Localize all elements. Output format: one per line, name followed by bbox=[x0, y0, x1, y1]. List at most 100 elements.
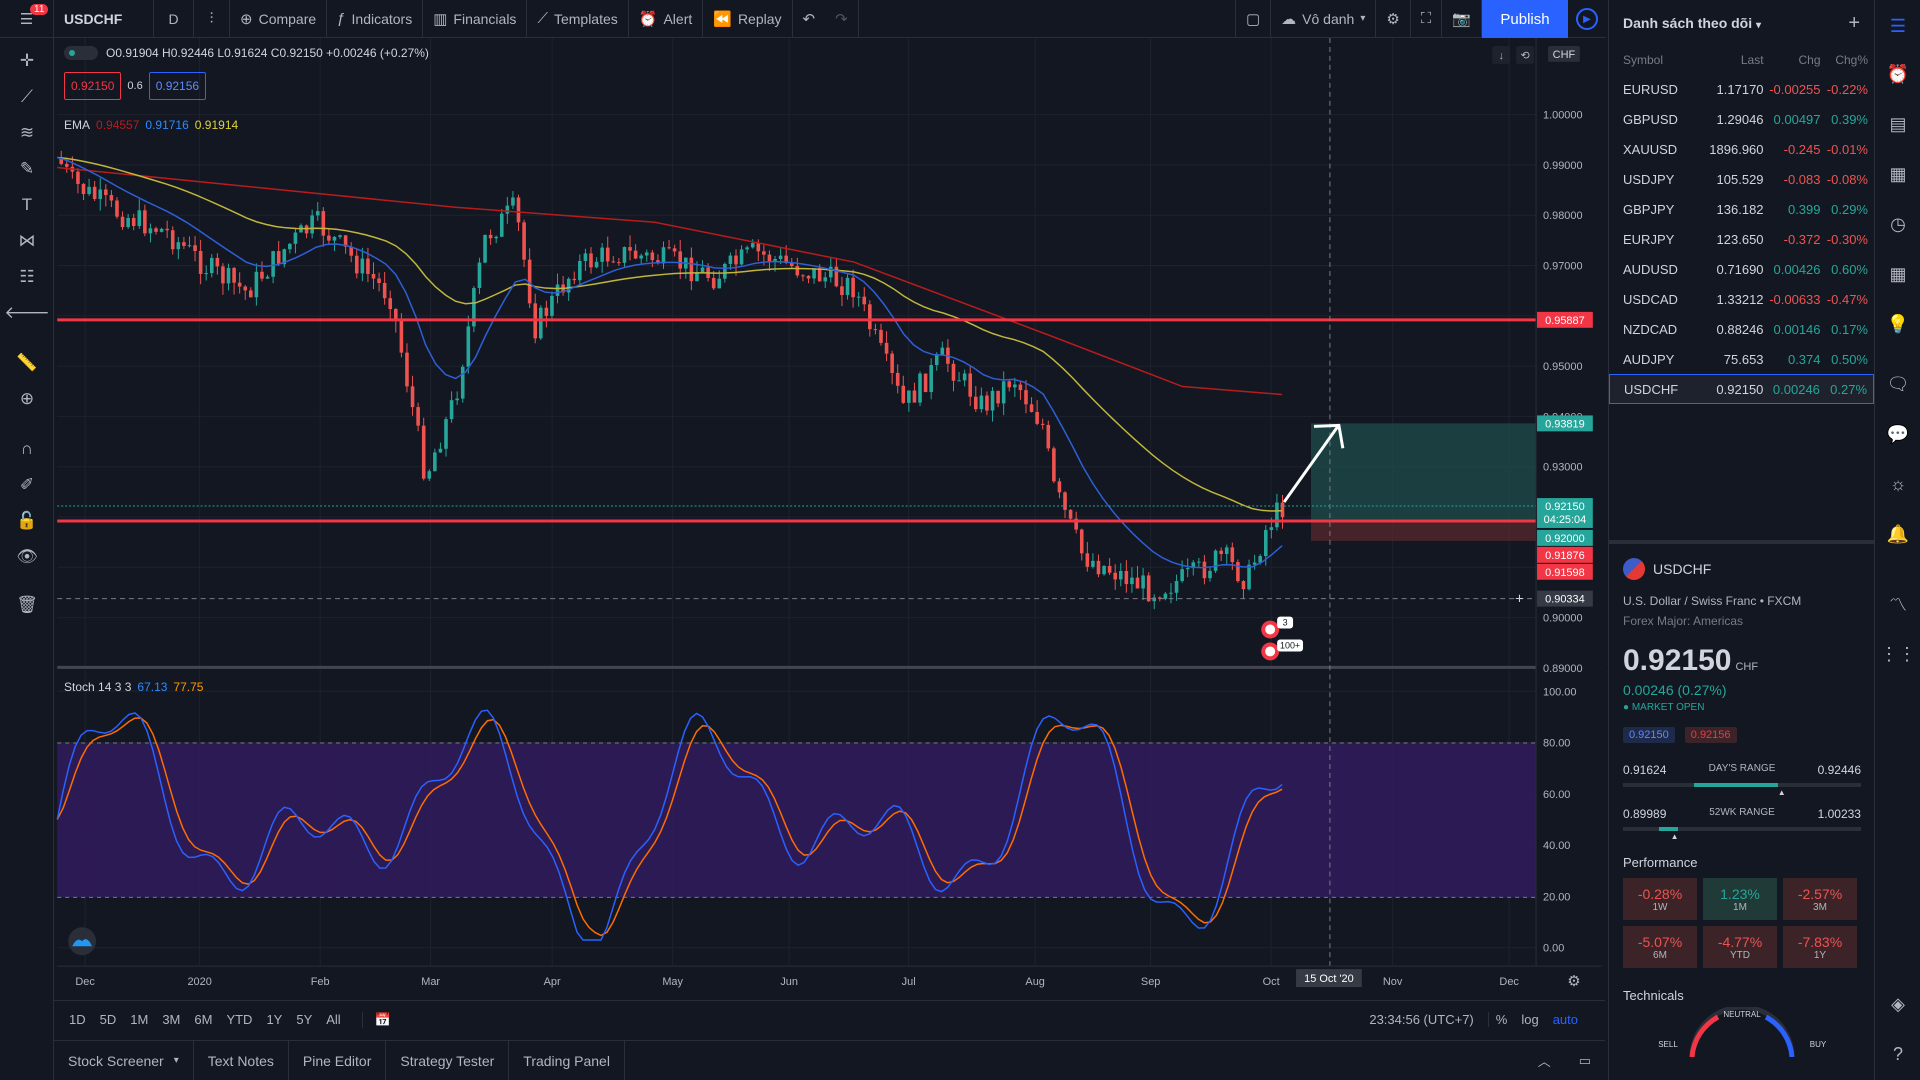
templates-button[interactable]: ⟋ Templates bbox=[527, 0, 629, 38]
symbol-search-button[interactable]: USDCHF bbox=[54, 0, 154, 38]
help-button[interactable]: ? bbox=[1875, 1036, 1920, 1072]
calendar-toggle[interactable]: ▦ bbox=[1875, 256, 1920, 292]
chart-canvas[interactable]: 1.000000.990000.980000.970000.960000.950… bbox=[54, 38, 1605, 996]
clock[interactable]: 23:34:56 (UTC+7) bbox=[1362, 1012, 1489, 1027]
range-3m[interactable]: 3M bbox=[162, 1012, 181, 1027]
tradingview-logo[interactable] bbox=[68, 927, 97, 956]
percent-toggle[interactable]: % bbox=[1495, 1012, 1508, 1027]
compare-button[interactable]: ⊕ Compare bbox=[230, 0, 328, 38]
col-last[interactable]: Last bbox=[1740, 53, 1764, 67]
sell-button[interactable]: 0.92150 bbox=[64, 72, 122, 100]
interval-button[interactable]: D bbox=[154, 0, 194, 38]
chart-style-button[interactable]: ⫶ bbox=[194, 0, 230, 38]
range-1d[interactable]: 1D bbox=[69, 1012, 86, 1027]
add-alert-plus-icon[interactable]: + bbox=[1515, 591, 1524, 608]
fib-tool[interactable]: ≋ bbox=[0, 118, 54, 148]
range-1m[interactable]: 1M bbox=[130, 1012, 149, 1027]
crosshair-tool[interactable]: ✛ bbox=[0, 46, 54, 76]
support-toggle[interactable]: ☼ bbox=[1875, 466, 1920, 502]
replay-play-button[interactable]: ▶ bbox=[1568, 0, 1606, 38]
watchlist-toggle[interactable]: ☰ bbox=[1875, 8, 1920, 44]
lock-tool[interactable]: 🔓 bbox=[0, 506, 54, 536]
auto-toggle[interactable]: auto bbox=[1552, 1012, 1578, 1027]
layout-name-button[interactable]: ☁ Vô danh ▾ bbox=[1271, 0, 1377, 38]
watchlist-title-button[interactable]: Danh sách theo dõi ▾ bbox=[1623, 15, 1761, 31]
add-symbol-button[interactable]: + bbox=[1848, 12, 1860, 35]
target-zone[interactable] bbox=[1310, 423, 1537, 519]
col-symbol[interactable]: Symbol bbox=[1623, 53, 1664, 67]
measure-tool[interactable]: 📏 bbox=[0, 348, 54, 378]
chats-toggle[interactable]: 💬 bbox=[1875, 416, 1920, 452]
stay-drawing-tool[interactable]: ✐ bbox=[0, 470, 54, 500]
log-toggle[interactable]: log bbox=[1521, 1012, 1539, 1027]
ideas-toggle[interactable]: 💡 bbox=[1875, 306, 1920, 342]
pattern-tool[interactable]: ⋈ bbox=[0, 226, 54, 256]
col-chg[interactable]: Chg bbox=[1798, 53, 1821, 67]
range-6m[interactable]: 6M bbox=[194, 1012, 213, 1027]
event-flag-1[interactable]: 3 bbox=[1261, 616, 1294, 639]
watchlist-row-eurjpy[interactable]: EURJPY 123.650 -0.372 -0.30% bbox=[1609, 224, 1874, 254]
watchlist-row-gbpjpy[interactable]: GBPJPY 136.182 0.399 0.29% bbox=[1609, 194, 1874, 224]
stop-zone[interactable] bbox=[1310, 518, 1537, 541]
zoom-tool[interactable]: ⊕ bbox=[0, 384, 54, 414]
chart-reset-button[interactable]: ⟲ bbox=[1516, 45, 1535, 64]
tab-strategy-tester[interactable]: Strategy Tester bbox=[386, 1040, 510, 1080]
watchlist-row-usdjpy[interactable]: USDJPY 105.529 -0.083 -0.08% bbox=[1609, 164, 1874, 194]
watchlist-row-audusd[interactable]: AUDUSD 0.71690 0.00426 0.60% bbox=[1609, 254, 1874, 284]
replay-button[interactable]: ⏪ Replay bbox=[703, 0, 793, 38]
indicators-button[interactable]: ƒ Indicators bbox=[327, 0, 424, 38]
watchlist-row-usdcad[interactable]: USDCAD 1.33212 -0.00633 -0.47% bbox=[1609, 284, 1874, 314]
layout-select-button[interactable]: ▢ bbox=[1234, 0, 1272, 38]
trendline-tool[interactable]: ⟋ bbox=[0, 82, 54, 112]
hide-tool[interactable]: 👁 bbox=[0, 542, 54, 572]
stoch-axis[interactable]: 100.00 80.00 60.00 40.00 20.00 0.00 bbox=[1543, 686, 1576, 954]
text-tool[interactable]: T bbox=[0, 190, 54, 220]
tab-pine-editor[interactable]: Pine Editor bbox=[289, 1040, 387, 1080]
watchlist-row-nzdcad[interactable]: NZDCAD 0.88246 0.00146 0.17% bbox=[1609, 314, 1874, 344]
chart-scroll-down-button[interactable]: ↓ bbox=[1492, 45, 1511, 64]
back-tool[interactable]: 🡐 bbox=[0, 298, 54, 328]
stoch-legend[interactable]: Stoch 14 3 3 67.13 77.75 bbox=[64, 680, 203, 694]
arrow-drawing[interactable] bbox=[1282, 425, 1340, 503]
fullscreen-button[interactable]: ⛶ bbox=[1411, 0, 1443, 38]
settings-button[interactable]: ⚙ bbox=[1376, 0, 1411, 38]
order-panel-toggle[interactable]: ⋮⋮ bbox=[1875, 636, 1920, 672]
maximize-panel-button[interactable]: ▭ bbox=[1565, 1053, 1605, 1069]
details-symbol[interactable]: USDCHF bbox=[1653, 561, 1712, 577]
remove-drawings-tool[interactable]: 🗑 bbox=[0, 590, 54, 620]
news-toggle[interactable]: ▤ bbox=[1875, 106, 1920, 142]
range-ytd[interactable]: YTD bbox=[226, 1012, 253, 1027]
time-axis[interactable]: Dec 2020 Feb Mar Apr May Jun Jul Aug Sep Oct Nov Dec bbox=[75, 976, 1519, 988]
goto-date-button[interactable]: 📅 bbox=[361, 1011, 398, 1028]
watchlist-row-audjpy[interactable]: AUDJPY 75.653 0.374 0.50% bbox=[1609, 344, 1874, 374]
strategies-toggle[interactable]: 〽 bbox=[1875, 586, 1920, 622]
ema-legend[interactable]: EMA 0.94557 0.91716 0.91914 bbox=[64, 118, 238, 132]
menu-button[interactable]: ☰ 11 bbox=[0, 0, 54, 38]
range-1y[interactable]: 1Y bbox=[266, 1012, 283, 1027]
publish-button[interactable]: Publish bbox=[1482, 0, 1568, 38]
legend-toggle[interactable] bbox=[64, 46, 98, 60]
brush-tool[interactable]: ✎ bbox=[0, 154, 54, 184]
undo-button[interactable]: ↶ bbox=[793, 0, 826, 38]
event-flag-2[interactable]: 100+ bbox=[1261, 639, 1304, 661]
watchlist-row-eurusd[interactable]: EURUSD 1.17170 -0.00255 -0.22% bbox=[1609, 74, 1874, 104]
snapshot-button[interactable]: 📷 bbox=[1442, 0, 1482, 38]
time-axis-settings-button[interactable]: ⚙ bbox=[1567, 973, 1580, 990]
notifications-toggle[interactable]: 🔔 bbox=[1875, 516, 1920, 552]
watchlist-row-xauusd[interactable]: XAUUSD 1896.960 -0.245 -0.01% bbox=[1609, 134, 1874, 164]
tab-text-notes[interactable]: Text Notes bbox=[194, 1040, 289, 1080]
col-chgp[interactable]: Chg% bbox=[1835, 53, 1868, 67]
financials-button[interactable]: ▥ Financials bbox=[423, 0, 528, 38]
buy-button[interactable]: 0.92156 bbox=[148, 72, 207, 100]
layers-toggle[interactable]: ◈ bbox=[1875, 986, 1920, 1022]
prediction-tool[interactable]: ☷ bbox=[0, 262, 54, 292]
tab-trading-panel[interactable]: Trading Panel bbox=[509, 1040, 625, 1080]
collapse-panel-button[interactable]: ︿ bbox=[1524, 1051, 1565, 1070]
range-5y[interactable]: 5Y bbox=[296, 1012, 313, 1027]
range-5d[interactable]: 5D bbox=[99, 1012, 117, 1027]
alerts-toggle[interactable]: ⏰ bbox=[1875, 56, 1920, 92]
range-all[interactable]: All bbox=[326, 1012, 341, 1027]
hotlists-toggle[interactable]: ▦ bbox=[1875, 156, 1920, 192]
alert-button[interactable]: ⏰ Alert bbox=[629, 0, 704, 38]
watchlist-row-gbpusd[interactable]: GBPUSD 1.29046 0.00497 0.39% bbox=[1609, 104, 1874, 134]
